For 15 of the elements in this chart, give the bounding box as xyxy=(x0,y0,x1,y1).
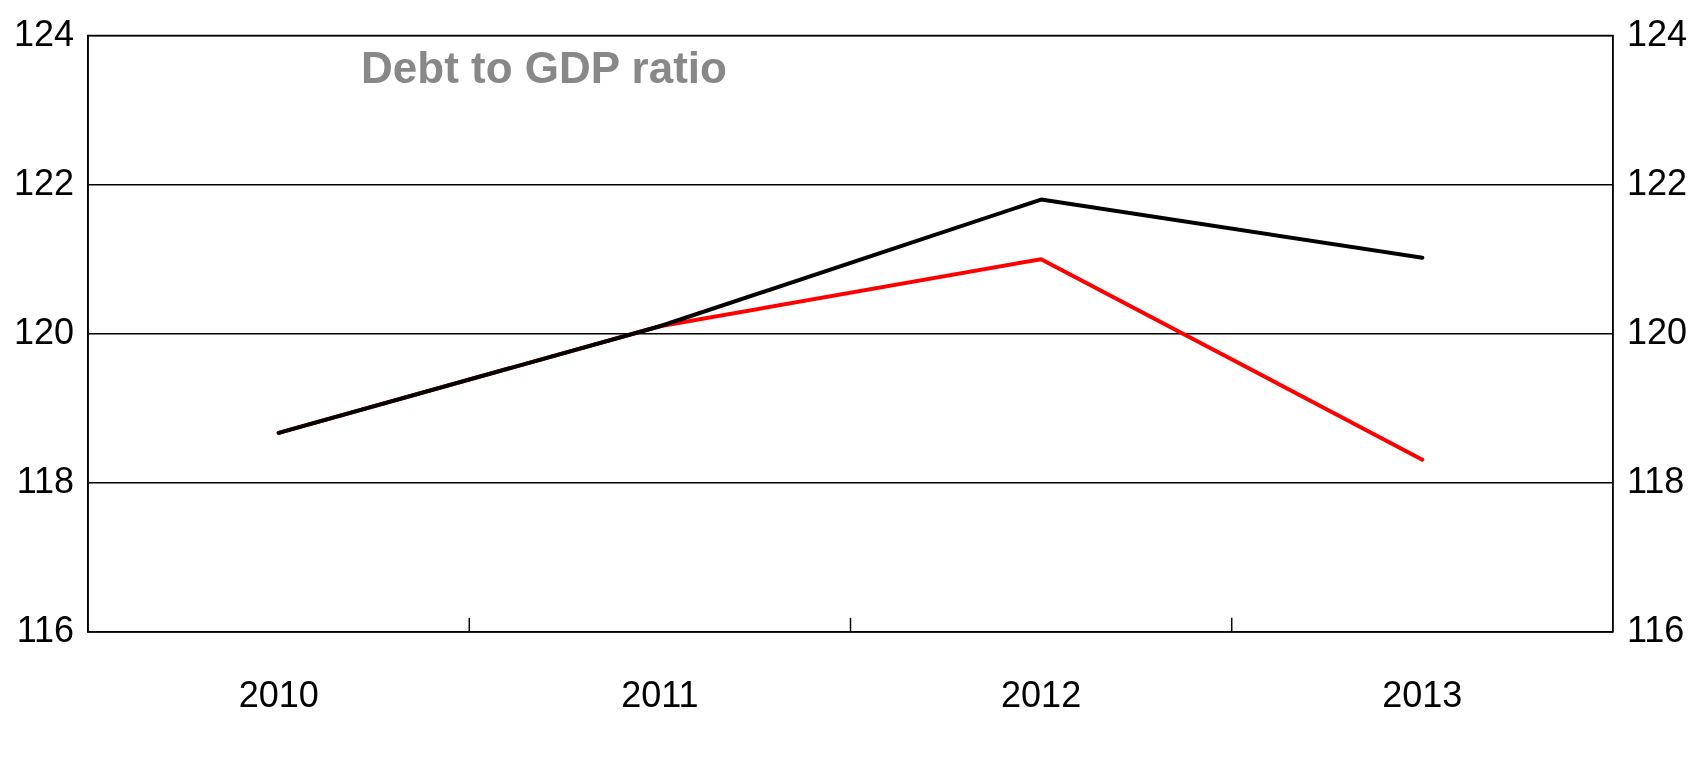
x-tick-label: 2010 xyxy=(238,674,319,716)
y-tick-label: 124 xyxy=(13,12,75,54)
x-tick-label: 2013 xyxy=(1382,674,1463,716)
y-tick-label: 120 xyxy=(13,310,75,352)
y2-tick-label: 120 xyxy=(1626,310,1688,352)
x-tick-label: 2012 xyxy=(1001,674,1082,716)
y-tick-label: 122 xyxy=(13,161,75,203)
y-tick-label: 116 xyxy=(16,608,75,650)
y2-tick-label: 124 xyxy=(1626,12,1688,54)
y-tick-label: 118 xyxy=(16,459,75,501)
y2-tick-label: 118 xyxy=(1626,459,1685,501)
x-tick-label: 2011 xyxy=(621,674,699,716)
chart-title: Debt to GDP ratio xyxy=(361,42,727,92)
y2-tick-label: 116 xyxy=(1626,608,1685,650)
y2-tick-label: 122 xyxy=(1626,161,1688,203)
